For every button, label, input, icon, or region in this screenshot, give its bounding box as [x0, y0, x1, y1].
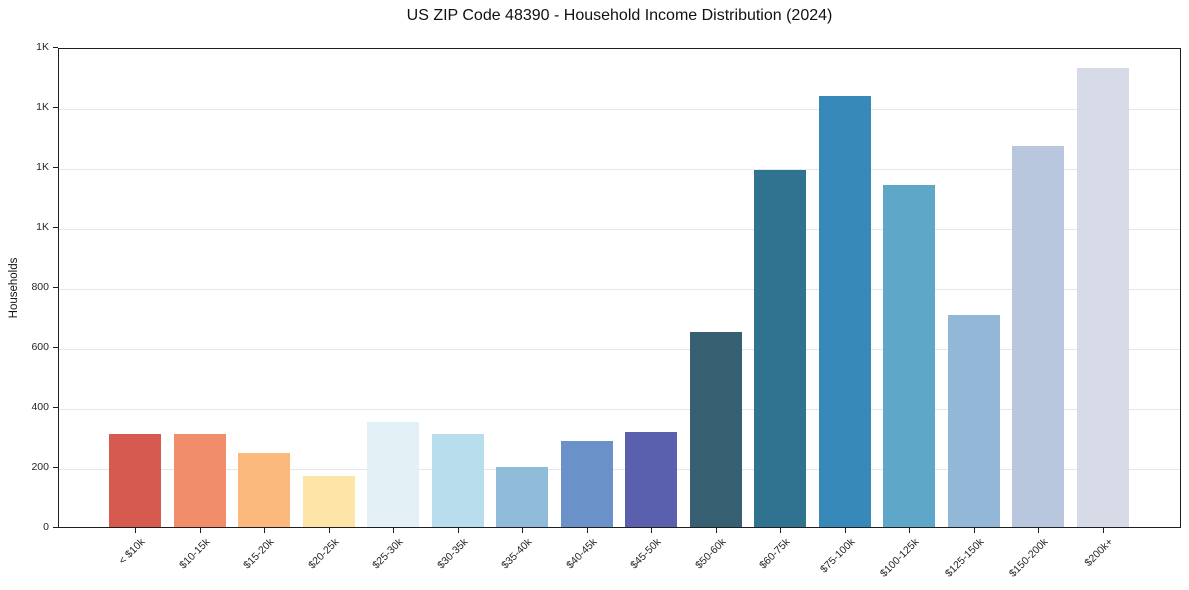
- gridline: [59, 349, 1180, 350]
- x-tick-mark: [780, 528, 781, 533]
- bar: [302, 476, 355, 527]
- y-tick-label: 1K: [36, 221, 49, 233]
- x-tick-mark: [199, 528, 201, 533]
- gridline: [59, 109, 1180, 110]
- y-tick-mark: [53, 167, 58, 168]
- bar: [431, 434, 484, 527]
- x-tick-mark: [651, 528, 652, 533]
- y-tick-mark: [53, 347, 58, 348]
- y-tick-mark: [53, 47, 58, 48]
- bar: [173, 434, 226, 527]
- y-tick-label: 1K: [36, 101, 49, 113]
- x-tick-mark: [328, 528, 330, 533]
- y-tick-mark: [53, 527, 58, 528]
- x-tick-mark: [1038, 528, 1039, 533]
- x-tick-label: < $10k: [116, 536, 148, 567]
- y-tick-label: 0: [43, 521, 49, 533]
- x-tick-mark: [135, 528, 136, 533]
- bar: [496, 467, 548, 527]
- x-tick-mark: [715, 528, 717, 533]
- bar: [367, 422, 419, 527]
- x-tick-mark: [909, 528, 910, 533]
- gridline: [59, 289, 1180, 290]
- bar: [625, 432, 677, 527]
- x-tick-mark: [973, 528, 975, 533]
- x-tick-mark: [586, 528, 588, 533]
- y-tick-mark: [53, 227, 58, 228]
- x-tick-mark: [264, 528, 265, 533]
- bar: [1012, 146, 1064, 527]
- x-tick-mark: [522, 528, 523, 533]
- gridline: [59, 409, 1180, 410]
- y-tick-label: 800: [31, 281, 49, 293]
- chart-title: US ZIP Code 48390 - Household Income Dis…: [406, 7, 833, 24]
- y-tick-mark: [53, 107, 58, 108]
- y-tick-label: 600: [31, 341, 49, 353]
- bar: [689, 332, 742, 527]
- y-tick-label: 200: [31, 461, 49, 473]
- y-tick-label: 1K: [36, 161, 49, 173]
- gridline: [59, 229, 1180, 230]
- bar: [1076, 68, 1129, 527]
- bar: [109, 434, 161, 527]
- y-tick-mark: [53, 467, 58, 468]
- bar: [560, 441, 613, 527]
- x-tick-mark: [393, 528, 394, 533]
- plot-area: [58, 48, 1181, 528]
- y-tick-label: 400: [31, 401, 49, 413]
- bar: [883, 185, 935, 527]
- x-tick-mark: [457, 528, 459, 533]
- bar: [818, 96, 871, 527]
- x-tick-mark: [1102, 528, 1104, 533]
- bar: [754, 170, 806, 527]
- y-tick-mark: [53, 287, 58, 288]
- x-tick-mark: [844, 528, 846, 533]
- y-tick-label: 1K: [36, 41, 49, 53]
- bar: [947, 315, 1000, 527]
- gridline: [59, 169, 1180, 170]
- y-tick-mark: [53, 407, 58, 408]
- gridline: [59, 469, 1180, 470]
- bar: [238, 453, 290, 527]
